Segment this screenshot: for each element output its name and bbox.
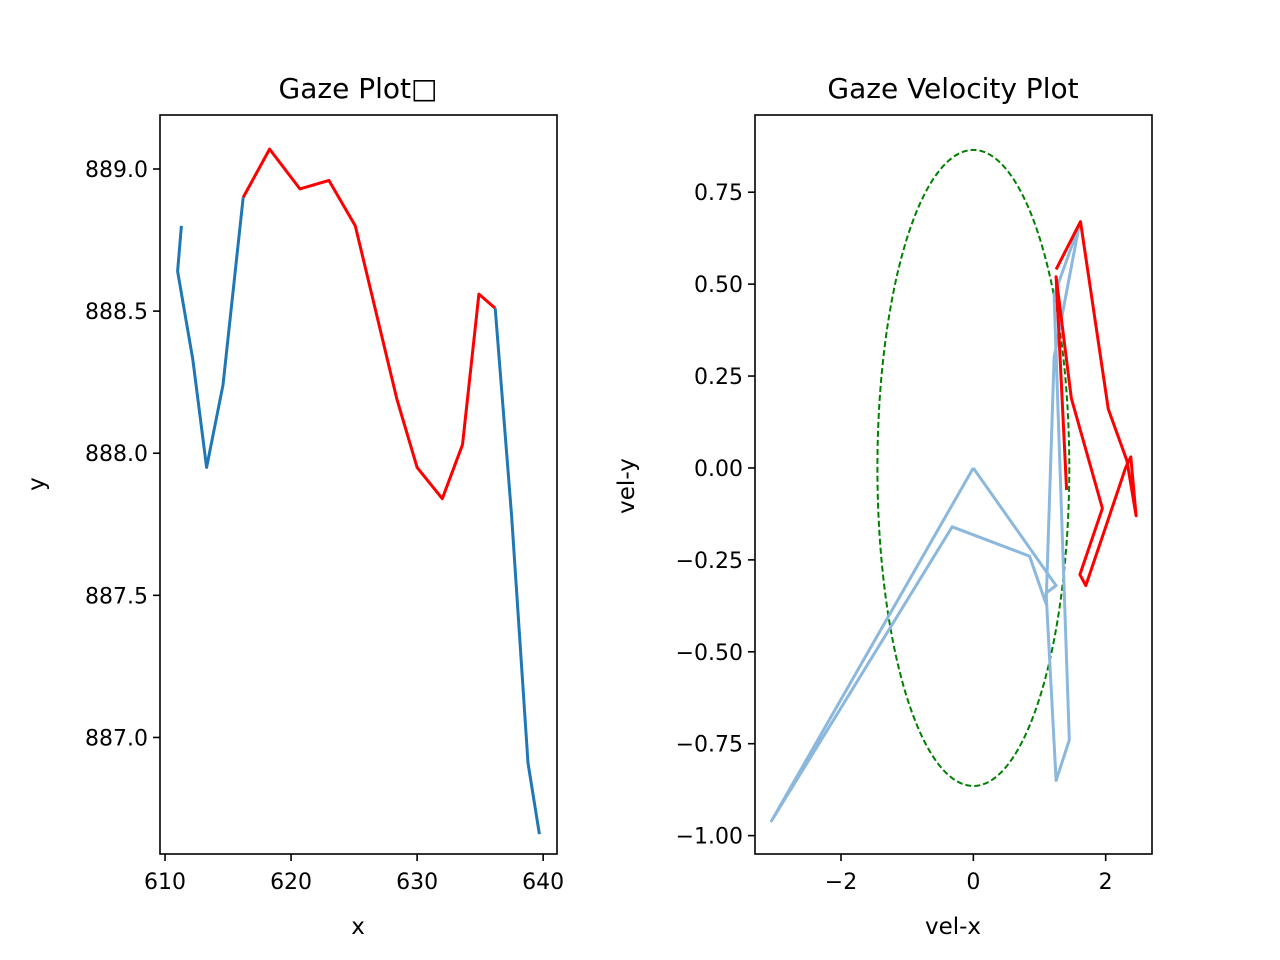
gaze-plot-xlabel: x bbox=[351, 914, 365, 940]
gaze-plot-area bbox=[176, 147, 541, 835]
gaze-velocity-chart: Gaze Velocity Plot −2 0 2 −1.00 −0.75 −0.50 −0… bbox=[614, 72, 1153, 940]
gaze-velocity-xtick-label: −2 bbox=[825, 870, 857, 895]
gaze-velocity-area bbox=[770, 148, 1138, 823]
gaze-plot-xtick-label: 630 bbox=[396, 870, 438, 895]
gaze-plot-ytick-label: 887.5 bbox=[85, 584, 148, 609]
gaze-plot-title: Gaze Plot□ bbox=[279, 72, 438, 105]
gaze-plot-ytick-label: 888.5 bbox=[85, 300, 148, 325]
gaze-velocity-ytick-label: −0.25 bbox=[676, 549, 743, 574]
gaze-velocity-title: Gaze Velocity Plot bbox=[827, 72, 1078, 105]
gaze-velocity-ellipse bbox=[876, 148, 1071, 787]
gaze-plot-series-2 bbox=[493, 308, 541, 835]
gaze-velocity-ytick-label: 0.25 bbox=[694, 365, 743, 390]
gaze-velocity-ytick-label: −0.75 bbox=[676, 733, 743, 758]
gaze-plot-frame bbox=[159, 114, 558, 855]
gaze-plot-ytick-label: 889.0 bbox=[85, 158, 148, 183]
gaze-velocity-series-1 bbox=[1054, 220, 1138, 588]
gaze-velocity-xtick-label: 2 bbox=[1099, 870, 1113, 895]
gaze-plot-ticks: 610 620 630 640 887.0 887.5 888.0 888.5 889.0 bbox=[85, 158, 564, 895]
gaze-plot-chart: Gaze Plot□ 610 620 630 640 887.0 887.5 888.0 88… bbox=[24, 72, 564, 940]
gaze-plot-series-0 bbox=[176, 197, 245, 469]
gaze-velocity-frame bbox=[754, 114, 1153, 855]
gaze-velocity-ylabel: vel-y bbox=[614, 458, 640, 514]
gaze-velocity-ytick-label: −0.50 bbox=[676, 641, 743, 666]
gaze-velocity-ytick-label: −1.00 bbox=[676, 825, 743, 850]
gaze-plot-series-1 bbox=[241, 147, 497, 501]
gaze-velocity-xtick-label: 0 bbox=[966, 870, 980, 895]
gaze-plot-xtick-label: 640 bbox=[522, 870, 564, 895]
gaze-plot-xtick-label: 620 bbox=[270, 870, 312, 895]
gaze-plot-ylabel: y bbox=[24, 477, 50, 491]
gaze-velocity-xlabel: vel-x bbox=[925, 914, 981, 940]
gaze-velocity-ytick-label: 0.75 bbox=[694, 181, 743, 206]
gaze-plot-xtick-label: 610 bbox=[144, 870, 186, 895]
gaze-velocity-ytick-label: 0.00 bbox=[694, 457, 743, 482]
gaze-velocity-ticks: −2 0 2 −1.00 −0.75 −0.50 −0.25 0.00 0.25 0.50 0.75 bbox=[676, 181, 1113, 895]
gaze-plot-ytick-label: 888.0 bbox=[85, 442, 148, 467]
gaze-velocity-ytick-label: 0.50 bbox=[694, 273, 743, 298]
gaze-plot-ytick-label: 887.0 bbox=[85, 726, 148, 751]
